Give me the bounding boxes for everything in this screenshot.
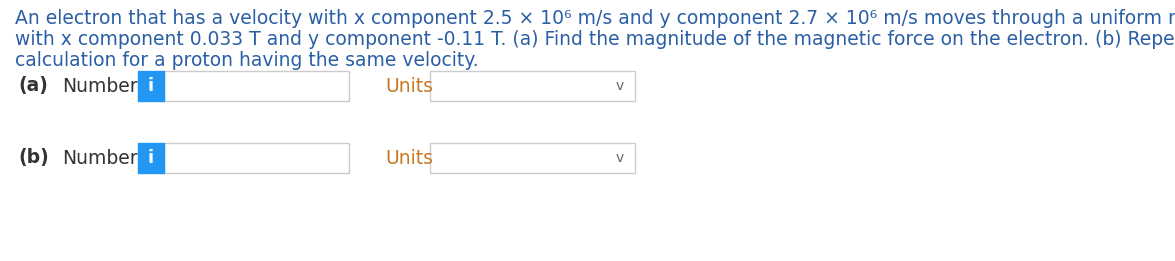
FancyBboxPatch shape: [430, 71, 634, 101]
FancyBboxPatch shape: [430, 143, 634, 173]
Text: (a): (a): [18, 76, 48, 96]
Text: Units: Units: [385, 76, 434, 96]
Text: An electron that has a velocity with x component 2.5 × 10⁶ m/s and y component 2: An electron that has a velocity with x c…: [15, 9, 1175, 28]
FancyBboxPatch shape: [137, 71, 164, 101]
FancyBboxPatch shape: [137, 143, 164, 173]
Text: i: i: [148, 77, 154, 95]
Text: Number: Number: [62, 76, 137, 96]
Text: v: v: [616, 79, 624, 93]
Text: calculation for a proton having the same velocity.: calculation for a proton having the same…: [15, 51, 478, 70]
Text: Number: Number: [62, 149, 137, 168]
Text: with x component 0.033 T and y component -0.11 T. (a) Find the magnitude of the : with x component 0.033 T and y component…: [15, 30, 1175, 49]
Text: i: i: [148, 149, 154, 167]
FancyBboxPatch shape: [165, 143, 349, 173]
Text: v: v: [616, 151, 624, 165]
FancyBboxPatch shape: [165, 71, 349, 101]
Text: (b): (b): [18, 149, 48, 168]
Text: Units: Units: [385, 149, 434, 168]
